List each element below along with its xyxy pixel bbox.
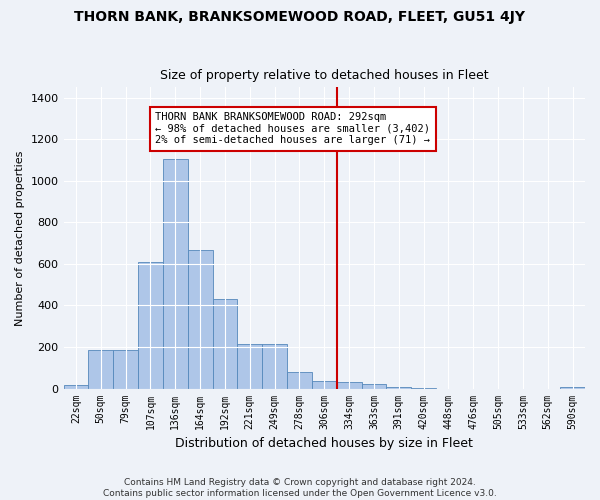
Bar	[64, 386, 88, 388]
Bar	[312, 380, 337, 388]
Bar	[212, 299, 238, 388]
Bar	[386, 387, 411, 388]
Bar	[287, 372, 312, 388]
Bar	[88, 350, 113, 389]
Text: Contains HM Land Registry data © Crown copyright and database right 2024.
Contai: Contains HM Land Registry data © Crown c…	[103, 478, 497, 498]
Bar	[238, 344, 262, 389]
Bar	[188, 250, 212, 388]
Y-axis label: Number of detached properties: Number of detached properties	[15, 150, 25, 326]
Title: Size of property relative to detached houses in Fleet: Size of property relative to detached ho…	[160, 69, 488, 82]
Bar	[138, 262, 163, 388]
Bar	[337, 382, 362, 388]
Bar	[560, 387, 585, 388]
Bar	[163, 159, 188, 388]
Bar	[113, 350, 138, 389]
Text: THORN BANK, BRANKSOMEWOOD ROAD, FLEET, GU51 4JY: THORN BANK, BRANKSOMEWOOD ROAD, FLEET, G…	[74, 10, 526, 24]
Text: THORN BANK BRANKSOMEWOOD ROAD: 292sqm
← 98% of detached houses are smaller (3,40: THORN BANK BRANKSOMEWOOD ROAD: 292sqm ← …	[155, 112, 430, 146]
Bar	[362, 384, 386, 388]
X-axis label: Distribution of detached houses by size in Fleet: Distribution of detached houses by size …	[175, 437, 473, 450]
Bar	[262, 344, 287, 389]
